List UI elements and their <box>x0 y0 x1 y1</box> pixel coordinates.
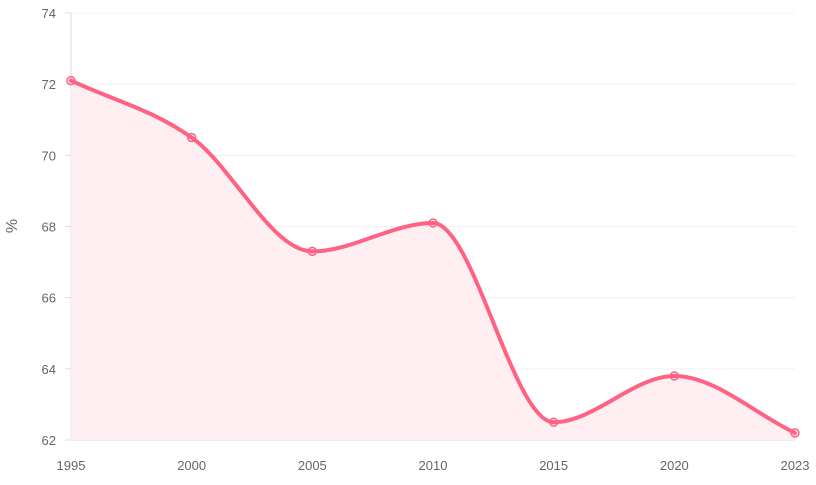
y-tick-label: 62 <box>42 433 56 448</box>
x-tick-label: 2020 <box>660 458 689 473</box>
x-tick-label: 2005 <box>298 458 327 473</box>
y-tick-label: 68 <box>42 220 56 235</box>
x-tick-label: 2000 <box>177 458 206 473</box>
x-tick-label: 2015 <box>539 458 568 473</box>
y-tick-label: 74 <box>42 6 56 21</box>
y-axis-label: % <box>4 219 21 233</box>
y-tick-labels: 62 64 66 68 70 72 74 <box>42 6 56 448</box>
data-point[interactable] <box>548 417 559 427</box>
data-point[interactable] <box>669 371 680 381</box>
data-points <box>66 75 800 438</box>
area-fill <box>71 80 795 440</box>
y-tick-label: 66 <box>42 291 56 306</box>
x-tick-labels: 1995 2000 2005 2010 2015 2020 2023 <box>57 458 810 473</box>
data-point[interactable] <box>66 75 76 86</box>
data-point[interactable] <box>307 246 318 257</box>
y-tick-label: 70 <box>42 148 56 163</box>
x-tick-label: 2023 <box>781 458 810 473</box>
x-tick-label: 1995 <box>57 458 86 473</box>
y-tick-label: 72 <box>42 77 56 92</box>
data-point[interactable] <box>186 132 197 143</box>
x-tick-label: 2010 <box>419 458 448 473</box>
y-tick-label: 64 <box>42 362 56 377</box>
data-point[interactable] <box>790 428 800 438</box>
data-point[interactable] <box>428 218 438 228</box>
